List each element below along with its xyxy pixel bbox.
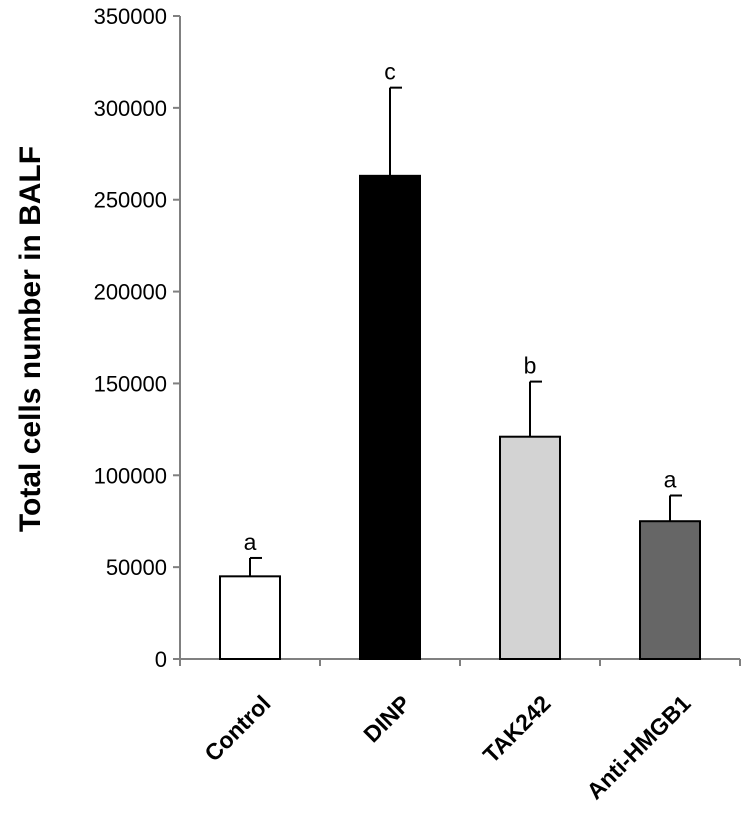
y-ticks: 0 50000 100000 150000 200000 250000 300000 3500…	[94, 4, 180, 672]
significance-label: b	[524, 353, 537, 379]
bar-tak242	[499, 435, 561, 660]
y-tick-label: 50000	[106, 555, 167, 580]
y-tick-label: 150000	[94, 371, 167, 396]
significance-label: a	[244, 529, 257, 555]
bar-dinp	[359, 174, 421, 660]
significance-labels: a c b a	[244, 59, 677, 555]
y-tick-label: 0	[155, 647, 167, 672]
y-tick-label: 100000	[94, 463, 167, 488]
y-axis-label: Total cells number in BALF	[14, 146, 47, 532]
bar-control	[219, 575, 281, 660]
y-tick-label: 300000	[94, 96, 167, 121]
bars	[219, 174, 701, 661]
bar-anti-hmgb1	[639, 520, 701, 661]
x-tick-label: Control	[199, 690, 275, 766]
y-tick-label: 350000	[94, 4, 167, 29]
x-tick-label: DINP	[358, 690, 415, 747]
y-tick-label: 250000	[94, 188, 167, 213]
error-bars	[249, 86, 682, 577]
significance-label: c	[384, 59, 396, 85]
y-tick-label: 200000	[94, 280, 167, 305]
significance-label: a	[664, 466, 677, 492]
category-labels: Control DINP TAK242 Anti-HMGB1	[199, 690, 695, 804]
x-tick-label: Anti-HMGB1	[581, 690, 695, 804]
x-tick-label: TAK242	[478, 690, 556, 768]
